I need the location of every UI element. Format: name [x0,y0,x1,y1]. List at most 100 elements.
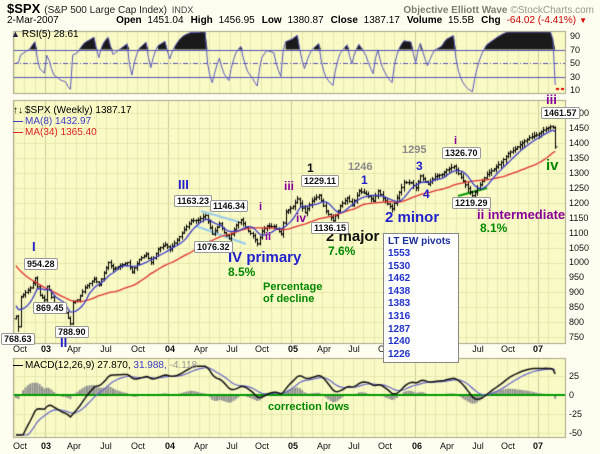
wave-label: III [178,177,189,192]
change-label: Chg [481,15,501,26]
wave-label: iii [284,179,295,193]
macd-legend-main: MACD(12,26,9) 27.870, [25,360,131,371]
ma8-legend: MA(8) 1432.97 [25,116,92,127]
chart-header: $SPX (S&P 500 Large Cap Index) INDX Obje… [7,1,594,16]
price-axis-label: 1250 [569,183,590,193]
wave-label: 1246 [348,161,373,173]
price-axis-label: 950 [569,272,585,282]
pivot-value: 1287 [388,323,411,335]
pivot-value: 1383 [388,298,411,310]
rsi-axis-label: 30 [570,72,581,82]
date-axis-label: Jul [348,344,360,354]
ticker-name: (S&P 500 Large Cap Index) [44,5,167,16]
date-axis-label: Jul [100,344,112,354]
price-axis-label: 1300 [569,168,590,178]
price-callout: 1163.23 [174,195,213,207]
quote-field: Open 1451.04 [116,15,184,26]
pivot-value: 1316 [388,310,411,322]
wave-label: 1 [361,173,368,187]
main-legend: ↑↓ $SPX (Weekly) 1387.17 — MA(8) 1432.97 —… [13,106,132,139]
date-axis-label: 06 [411,441,423,451]
price-axis-label: 800 [569,317,585,327]
date-axis-label: Oct [12,344,28,354]
date-axis-label: Oct [500,441,516,451]
date-axis-label: Apr [66,441,82,451]
wave-label: iv [296,211,307,225]
price-callout: 1461.57 [541,107,580,119]
main-legend-title-row: ↑↓ $SPX (Weekly) 1387.17 [13,106,132,116]
wave-label: 7.6% [328,244,356,258]
macd-axis-label: 0 [569,390,575,400]
ma34-legend: MA(34) 1365.40 [25,127,97,138]
macd-axis-label: -25 [569,409,583,419]
price-axis-label: 850 [569,302,585,312]
wave-label: 3 [416,159,423,173]
ma34-legend-row: — MA(34) 1365.40 [13,128,132,138]
change-value: -64.02 (-4.41%) [506,15,577,26]
date-axis-label: Oct [12,441,28,451]
price-callout: 788.90 [55,326,89,338]
wave-label: iii [546,92,557,107]
quote-line: 2-Mar-2007 Open 1451.04 High 1456.95 Low 1… [7,15,594,26]
price-axis-label: 1050 [569,243,590,253]
price-callout: 869.45 [33,302,67,314]
price-axis-label: 1150 [569,213,589,223]
date-axis-label: Oct [500,344,516,354]
macd-axis-label: 25 [569,371,580,381]
wave-label: ii [265,231,272,243]
wave-label: i [259,201,263,213]
price-callout: 1146.34 [210,200,249,212]
macd-axis-label: -50 [569,428,583,438]
pivot-value: 1226 [388,348,411,360]
quote-label: Low [261,15,282,26]
date-axis-label: Apr [66,344,82,354]
quote-field: Close 1387.17 [331,15,400,26]
brand-text: Objective Elliott Wave [403,5,508,16]
quote-label: High [190,15,213,26]
quote-value: 15.5B [448,15,475,26]
correction-lows-note: correction lows [268,401,350,413]
date-axis-label: Oct [377,441,393,451]
date-axis-label: Oct [254,344,270,354]
date-axis-label: 03 [40,344,52,354]
date-axis-label: Apr [193,344,209,354]
wave-label: II [60,335,68,350]
date-axis-label: Oct [130,344,146,354]
rsi-axis-label: 90 [570,31,581,41]
date-axis-label: 07 [532,441,544,451]
quote-value: 1380.87 [287,15,324,26]
ohlc-values: Open 1451.04 High 1456.95 Low 1380.87 Close… [116,15,481,26]
quote-label: Close [330,15,358,26]
date-axis-label: 04 [164,441,176,451]
wave-label: I [32,239,36,254]
price-axis-label: 900 [569,287,585,297]
rsi-legend: ▲ RSI(5) 28.61 [11,29,79,40]
date-axis-label: Jul [348,441,360,451]
date-axis-label: Apr [316,441,332,451]
date-axis-label: Jul [226,441,238,451]
date-axis-label: Jul [226,344,238,354]
wave-label: i [454,135,458,147]
wave-label: ii intermediate [477,207,566,222]
date-axis-label: Apr [316,344,332,354]
lt-ew-pivots-box: LT EW pivots 1553 1530 1462 1438 1383 1316 128… [383,233,459,364]
triangle-down-icon: ▼ [579,16,587,25]
quote-value: 1451.04 [147,15,184,26]
price-callout: 1229.11 [301,175,340,187]
wave-label: 1295 [402,144,427,156]
rsi-axis-label: 10 [570,85,581,95]
date-axis-label: 03 [40,441,52,451]
date-axis-label: Jul [100,441,112,451]
rsi-legend-text: RSI(5) 28.61 [21,29,79,40]
pivot-value: 1462 [388,273,411,285]
wave-label: 8.1% [480,221,508,235]
price-callout: 1219.29 [452,197,491,209]
chart-date: 2-Mar-2007 [7,15,59,26]
date-axis-label: Jul [472,344,484,354]
date-axis-label: Apr [193,441,209,451]
date-axis-label: Oct [254,441,270,451]
quote-field: High 1456.95 [191,15,255,26]
quote-label: Volume [406,15,443,26]
